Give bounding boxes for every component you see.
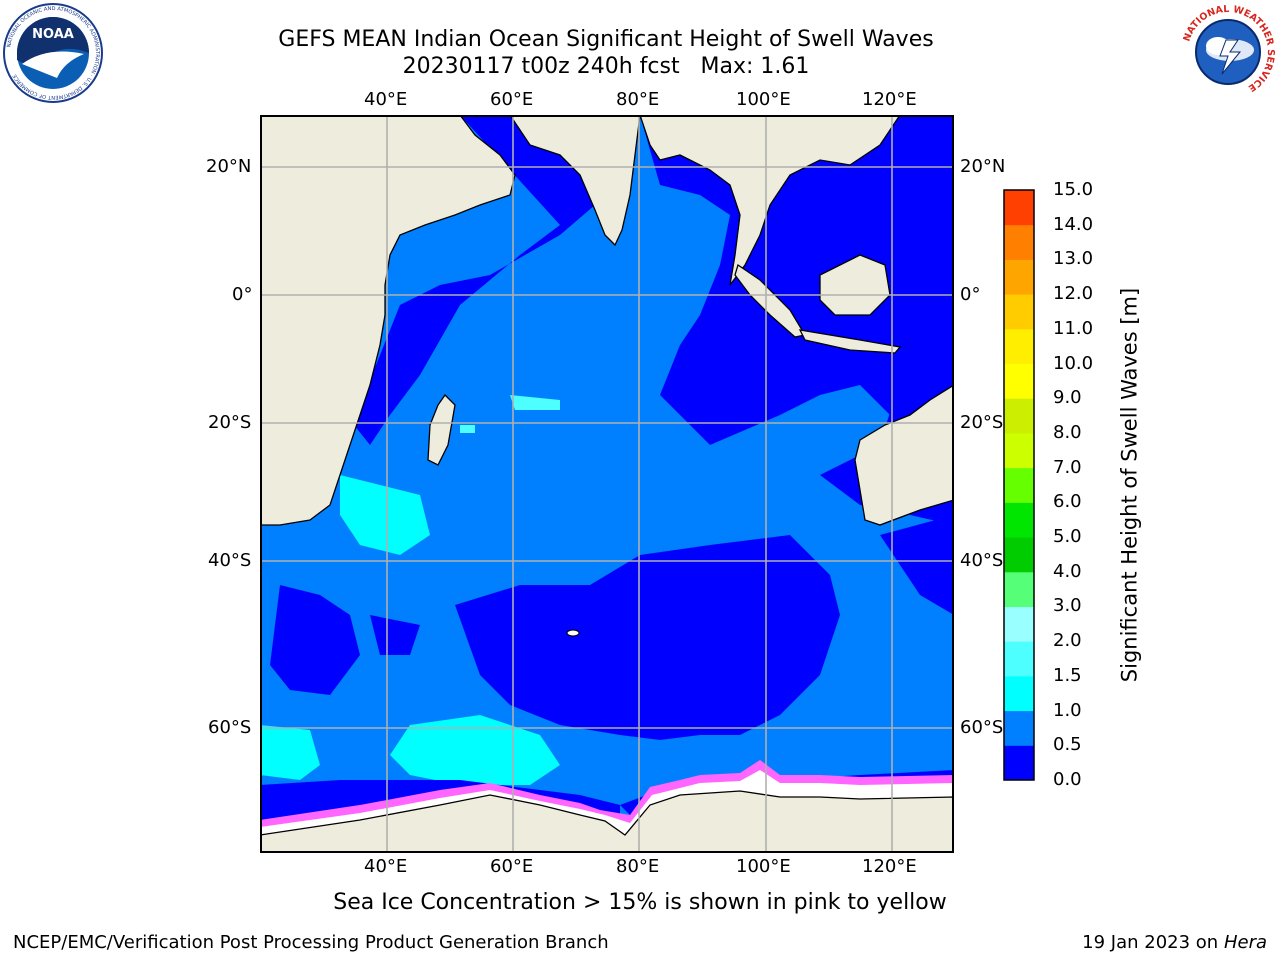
lon-tick-top-80e: 80°E <box>616 89 660 110</box>
colorbar-segment <box>1004 224 1034 260</box>
lon-tick-bottom-100e: 100°E <box>736 856 791 877</box>
svg-text:NOAA: NOAA <box>32 27 74 42</box>
colorbar-label: 2.0 <box>1053 630 1082 652</box>
colorbar-segment <box>1004 190 1034 226</box>
lat-tick-left-0: 0° <box>232 284 253 305</box>
grid-lines <box>260 115 954 853</box>
colorbar-label: 9.0 <box>1053 387 1082 409</box>
footer-date-text: 19 Jan 2023 on <box>1082 932 1224 953</box>
lat-tick-left-20s: 20°S <box>208 412 252 433</box>
swell-height-map[interactable] <box>260 115 954 853</box>
chart-subtitle: 20230117 t00z 240h fcst Max: 1.61 <box>402 54 810 79</box>
colorbar-segment <box>1004 502 1034 538</box>
noaa-logo-icon: NOAA NATIONAL OCEANIC AND ATMOSPHERIC AD… <box>3 3 103 103</box>
lon-tick-bottom-40e: 40°E <box>364 856 408 877</box>
lat-tick-left-60s: 60°S <box>208 717 252 738</box>
colorbar <box>1003 189 1035 781</box>
lon-tick-top-100e: 100°E <box>736 89 791 110</box>
lat-tick-right-0: 0° <box>960 284 981 305</box>
colorbar-label: 6.0 <box>1053 491 1082 513</box>
nws-logo-icon: NATIONAL WEATHER SERVICE <box>1181 4 1276 99</box>
colorbar-segment <box>1004 537 1034 573</box>
colorbar-segment <box>1004 328 1034 365</box>
colorbar-label: 7.0 <box>1053 456 1082 478</box>
colorbar-label: 5.0 <box>1053 526 1082 548</box>
colorbar-segment <box>1004 606 1034 642</box>
lon-tick-top-120e: 120°E <box>862 89 917 110</box>
colorbar-label: 13.0 <box>1053 248 1094 270</box>
colorbar-label: 10.0 <box>1053 352 1094 374</box>
footer-host: Hera <box>1223 932 1267 953</box>
colorbar-label: 11.0 <box>1053 317 1094 339</box>
lat-tick-right-20s: 20°S <box>960 412 1004 433</box>
colorbar-title: Significant Height of Swell Waves [m] <box>1117 287 1142 683</box>
colorbar-label: 12.0 <box>1053 283 1094 305</box>
lat-tick-left-40s: 40°S <box>208 550 252 571</box>
chart-title: GEFS MEAN Indian Ocean Significant Heigh… <box>278 27 934 52</box>
lat-tick-right-20n: 20°N <box>960 156 1006 177</box>
footer-date: 19 Jan 2023 on Hera <box>1082 932 1267 953</box>
lon-tick-bottom-120e: 120°E <box>862 856 917 877</box>
colorbar-segment <box>1004 398 1034 434</box>
colorbar-segment <box>1004 259 1034 295</box>
lon-tick-top-60e: 60°E <box>490 89 534 110</box>
colorbar-label: 0.5 <box>1053 734 1082 756</box>
colorbar-segment <box>1004 571 1034 607</box>
colorbar-segment <box>1004 745 1034 781</box>
lon-tick-bottom-60e: 60°E <box>490 856 534 877</box>
colorbar-segment <box>1004 363 1034 399</box>
colorbar-segment <box>1004 710 1034 746</box>
colorbar-label: 1.5 <box>1053 664 1082 686</box>
lon-tick-top-40e: 40°E <box>364 89 408 110</box>
colorbar-label: 0.0 <box>1053 769 1082 790</box>
colorbar-label: 8.0 <box>1053 421 1082 443</box>
lat-tick-right-60s: 60°S <box>960 717 1004 738</box>
sea-ice-note: Sea Ice Concentration > 15% is shown in … <box>333 890 947 915</box>
colorbar-label: 14.0 <box>1053 213 1094 235</box>
footer-branch: NCEP/EMC/Verification Post Processing Pr… <box>13 932 609 953</box>
lat-tick-left-20n: 20°N <box>206 156 252 177</box>
lat-tick-right-40s: 40°S <box>960 550 1004 571</box>
colorbar-segment <box>1004 294 1034 330</box>
colorbar-label: 3.0 <box>1053 595 1082 617</box>
colorbar-segment <box>1004 432 1034 469</box>
colorbar-label: 1.0 <box>1053 699 1082 721</box>
colorbar-segment <box>1004 641 1034 677</box>
colorbar-label: 15.0 <box>1053 179 1094 200</box>
lon-tick-bottom-80e: 80°E <box>616 856 660 877</box>
colorbar-label: 4.0 <box>1053 560 1082 582</box>
colorbar-segment <box>1004 467 1034 503</box>
colorbar-segment <box>1004 675 1034 712</box>
